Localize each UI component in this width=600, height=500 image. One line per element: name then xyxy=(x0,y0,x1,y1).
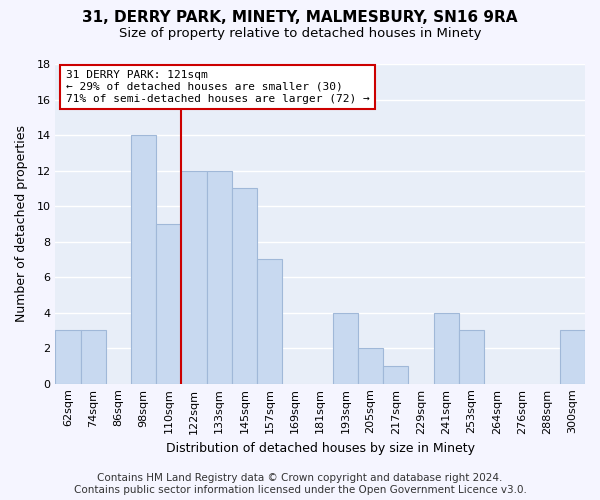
Bar xyxy=(156,224,181,384)
Bar xyxy=(560,330,585,384)
Bar xyxy=(257,260,283,384)
Bar xyxy=(80,330,106,384)
Bar xyxy=(434,312,459,384)
Bar xyxy=(358,348,383,384)
Text: Contains HM Land Registry data © Crown copyright and database right 2024.
Contai: Contains HM Land Registry data © Crown c… xyxy=(74,474,526,495)
Bar xyxy=(232,188,257,384)
Bar xyxy=(333,312,358,384)
Y-axis label: Number of detached properties: Number of detached properties xyxy=(15,126,28,322)
Bar xyxy=(131,135,156,384)
Bar xyxy=(181,170,206,384)
X-axis label: Distribution of detached houses by size in Minety: Distribution of detached houses by size … xyxy=(166,442,475,455)
Text: 31 DERRY PARK: 121sqm
← 29% of detached houses are smaller (30)
71% of semi-deta: 31 DERRY PARK: 121sqm ← 29% of detached … xyxy=(66,70,370,104)
Bar xyxy=(55,330,80,384)
Bar xyxy=(383,366,409,384)
Text: 31, DERRY PARK, MINETY, MALMESBURY, SN16 9RA: 31, DERRY PARK, MINETY, MALMESBURY, SN16… xyxy=(82,10,518,25)
Text: Size of property relative to detached houses in Minety: Size of property relative to detached ho… xyxy=(119,28,481,40)
Bar xyxy=(206,170,232,384)
Bar xyxy=(459,330,484,384)
